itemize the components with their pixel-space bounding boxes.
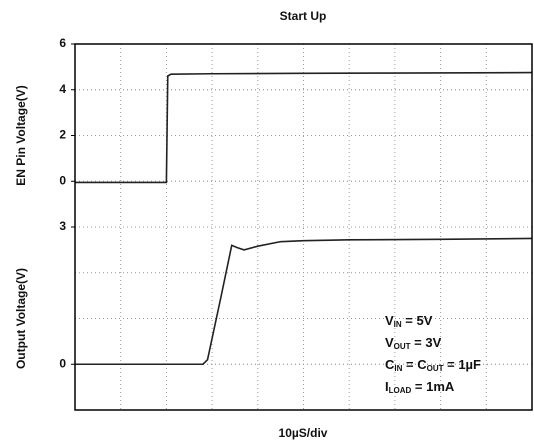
annotation-subscript: LOAD xyxy=(389,386,412,395)
annotation-text: = 3V xyxy=(411,335,442,350)
y-tick-label: 3 xyxy=(59,219,66,233)
chart-title: Start Up xyxy=(280,9,327,23)
y-tick-label: 4 xyxy=(59,82,66,96)
annotation-text: = 1mA xyxy=(411,379,455,394)
annotation-text: V xyxy=(385,313,394,328)
annotation: VIN = 5V xyxy=(385,313,433,329)
signal-trace xyxy=(75,237,533,366)
y-tick-label: 0 xyxy=(59,356,66,370)
y-tick-label: 6 xyxy=(59,36,66,50)
annotation-subscript: OUT xyxy=(427,364,444,373)
annotation-text: = 5V xyxy=(402,313,433,328)
annotation-text: C xyxy=(385,357,395,372)
annotation-subscript: OUT xyxy=(394,342,411,351)
y-tick-label: 2 xyxy=(59,128,66,142)
signal-trace xyxy=(75,71,533,184)
annotation-text: V xyxy=(385,335,394,350)
annotation: ILOAD = 1mA xyxy=(385,379,455,395)
annotation-text: = C xyxy=(402,357,427,372)
y-axis-label: EN Pin Voltage(V) xyxy=(14,85,28,185)
x-axis-label: 10µS/div xyxy=(279,426,328,440)
annotation-subscript: IN xyxy=(394,320,402,329)
annotation: VOUT = 3V xyxy=(385,335,442,351)
annotation-subscript: IN xyxy=(394,364,402,373)
plot-frame xyxy=(74,43,533,411)
annotation: CIN = COUT = 1µF xyxy=(385,357,481,373)
annotation-text: = 1µF xyxy=(444,357,482,372)
y-tick-label: 0 xyxy=(59,173,66,187)
y-axis-label: Output Voltage(V) xyxy=(14,268,28,369)
annotation-text: I xyxy=(385,379,389,394)
